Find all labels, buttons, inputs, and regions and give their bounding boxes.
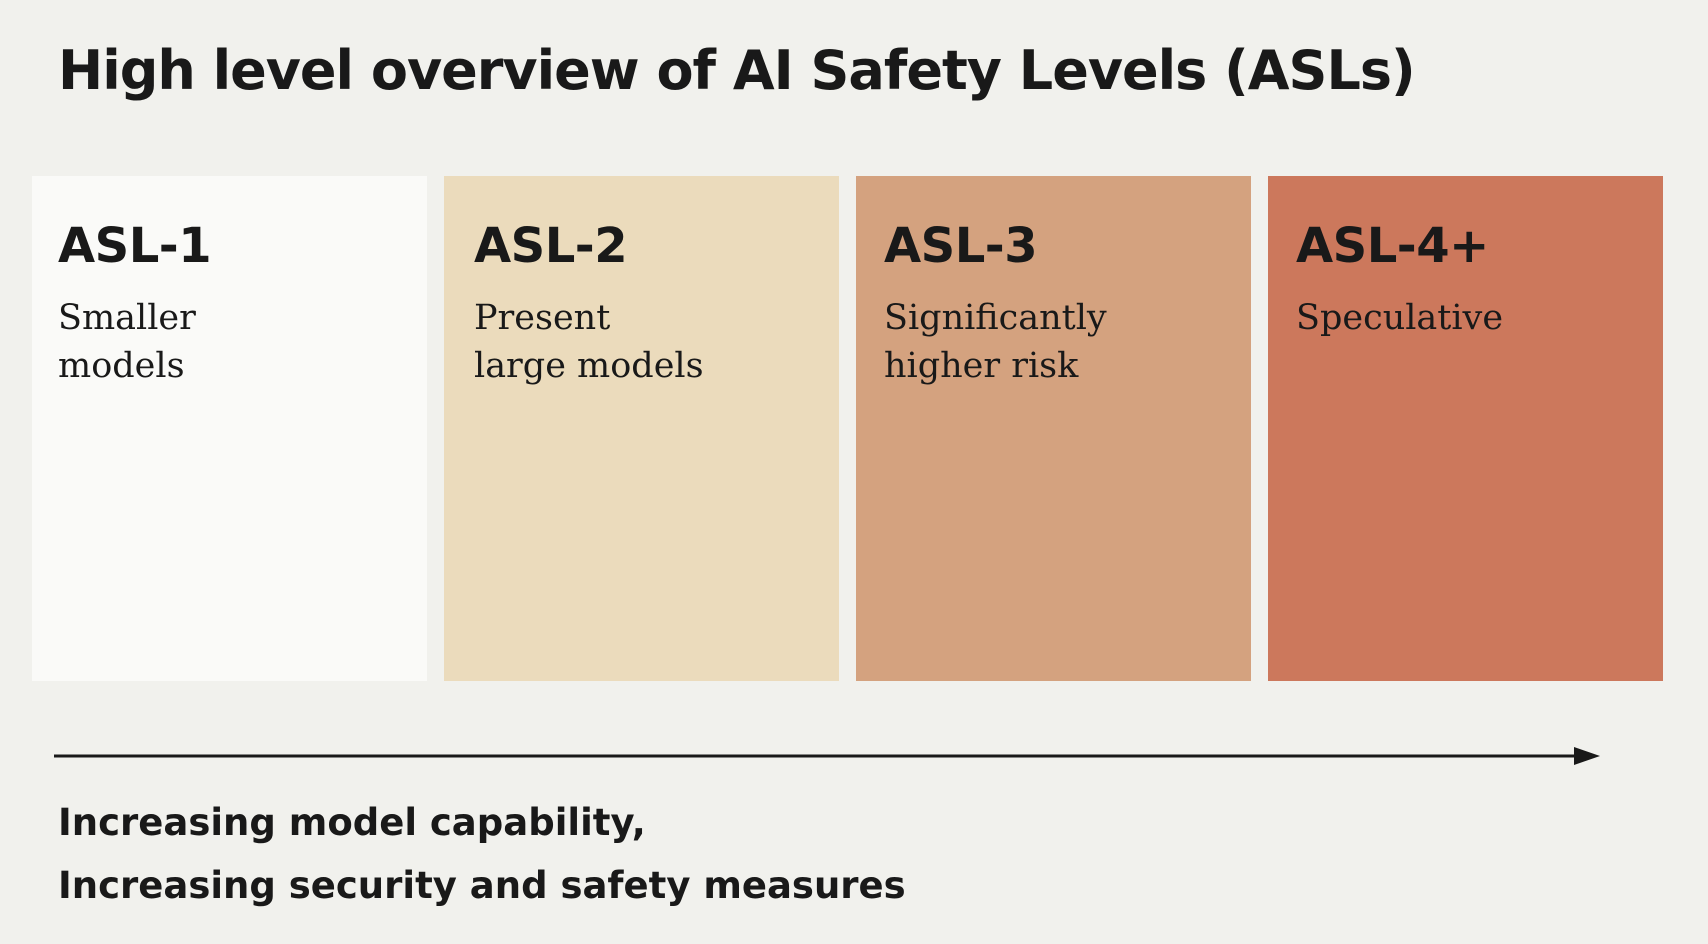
asl-card-3: ASL-3 Significantly higher risk (856, 176, 1251, 681)
asl-card-2: ASL-2 Present large models (444, 176, 839, 681)
arrow-head-icon (1574, 747, 1600, 765)
page-title: High level overview of AI Safety Levels … (58, 39, 1416, 102)
asl-card-title: ASL-3 (884, 218, 1038, 274)
footer-safety-text: Increasing security and safety measures (58, 864, 906, 907)
asl-card-description: Significantly higher risk (884, 298, 1107, 386)
asl-card-1: ASL-1 Smaller models (32, 176, 427, 681)
asl-card-4: ASL-4+ Speculative (1268, 176, 1663, 681)
footer-capability-text: Increasing model capability, (58, 801, 646, 844)
asl-levels: ASL-1 Smaller models ASL-2 Present large… (32, 176, 1663, 681)
asl-card-title: ASL-1 (58, 218, 212, 274)
asl-card-description: Smaller models (58, 298, 196, 386)
asl-card-title: ASL-2 (474, 218, 628, 274)
asl-card-description: Speculative (1296, 298, 1504, 338)
progression-arrow (54, 747, 1600, 765)
asl-card-title: ASL-4+ (1296, 218, 1489, 274)
asl-card-description: Present large models (474, 298, 704, 386)
